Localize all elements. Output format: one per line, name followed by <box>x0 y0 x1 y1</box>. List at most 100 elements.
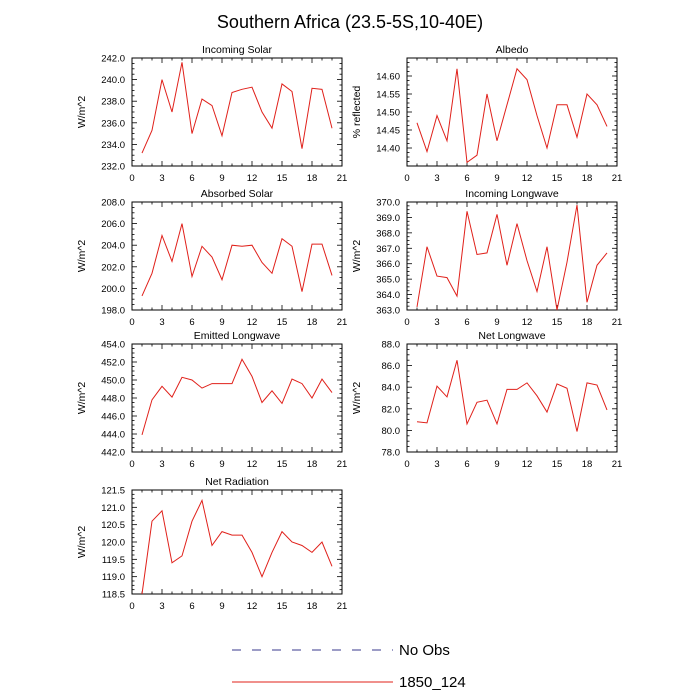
y-tick-label: 238.0 <box>101 97 125 108</box>
y-tick-label: 206.0 <box>101 219 125 230</box>
y-tick-label: 200.0 <box>101 284 125 295</box>
y-tick-label: 364.0 <box>376 290 400 301</box>
y-tick-label: 442.0 <box>101 448 125 459</box>
panel-6: Net Radiation W/m^2 0 3 6 9 12 15 18 21 118.5 119.0… <box>76 476 347 612</box>
y-tick-label: 208.0 <box>101 198 125 209</box>
x-tick-label: 21 <box>612 317 623 328</box>
panel-4: Emitted Longwave W/m^2 0 3 6 9 12 15 18 21 442.0 44… <box>76 330 347 470</box>
x-tick-label: 21 <box>612 173 623 184</box>
x-tick-label: 9 <box>494 317 499 328</box>
x-tick-label: 3 <box>434 173 439 184</box>
y-tick-label: 236.0 <box>101 118 125 129</box>
y-tick-label: 14.60 <box>376 72 400 83</box>
panel-title: Incoming Longwave <box>465 188 559 200</box>
y-tick-label: 452.0 <box>101 358 125 369</box>
panel-title: Emitted Longwave <box>194 330 281 342</box>
y-tick-label: 88.0 <box>382 340 401 351</box>
x-tick-label: 15 <box>552 459 563 470</box>
x-tick-label: 21 <box>337 459 348 470</box>
y-tick-label: 14.50 <box>376 108 400 119</box>
panel-title: Albedo <box>496 44 529 56</box>
y-tick-label: 118.5 <box>102 590 125 601</box>
x-tick-label: 0 <box>404 173 409 184</box>
x-tick-label: 18 <box>582 173 593 184</box>
x-tick-label: 9 <box>219 173 224 184</box>
series-line <box>416 67 608 164</box>
x-tick-label: 21 <box>337 317 348 328</box>
x-tick-label: 12 <box>247 601 258 612</box>
y-tick-label: 444.0 <box>101 430 125 441</box>
panels: Incoming Solar W/m^2 0 3 6 9 12 15 18 21 232.0 234.… <box>76 44 622 612</box>
x-tick-label: 15 <box>277 173 288 184</box>
y-axis-label: W/m^2 <box>351 240 363 273</box>
plot-frame <box>406 343 618 453</box>
x-tick-label: 9 <box>494 459 499 470</box>
x-tick-label: 0 <box>129 601 134 612</box>
y-tick-label: 121.0 <box>101 503 125 514</box>
panel-0: Incoming Solar W/m^2 0 3 6 9 12 15 18 21 232.0 234.… <box>76 44 347 184</box>
x-tick-label: 12 <box>522 459 533 470</box>
plot-frame <box>406 201 618 311</box>
y-axis-label: W/m^2 <box>351 382 363 415</box>
x-tick-label: 18 <box>307 601 318 612</box>
x-tick-label: 3 <box>434 317 439 328</box>
y-tick-label: 448.0 <box>101 394 125 405</box>
x-tick-label: 6 <box>189 601 194 612</box>
x-tick-label: 15 <box>277 601 288 612</box>
y-tick-label: 370.0 <box>376 198 400 209</box>
x-tick-label: 3 <box>159 601 164 612</box>
y-tick-label: 367.0 <box>376 244 400 255</box>
y-tick-label: 14.40 <box>376 144 400 155</box>
y-tick-label: 86.0 <box>382 361 401 372</box>
x-tick-label: 12 <box>247 173 258 184</box>
y-axis-label: W/m^2 <box>76 526 88 559</box>
x-tick-label: 6 <box>464 317 469 328</box>
y-tick-label: 368.0 <box>376 228 400 239</box>
y-tick-label: 84.0 <box>382 383 401 394</box>
y-axis-label: W/m^2 <box>76 240 88 273</box>
panel-title: Absorbed Solar <box>201 188 274 200</box>
x-tick-label: 15 <box>552 317 563 328</box>
y-tick-label: 119.5 <box>102 555 125 566</box>
x-tick-label: 15 <box>277 459 288 470</box>
panel-title: Incoming Solar <box>202 44 273 56</box>
y-tick-label: 450.0 <box>101 376 125 387</box>
x-tick-label: 9 <box>219 317 224 328</box>
x-tick-label: 12 <box>522 317 533 328</box>
x-tick-label: 12 <box>247 317 258 328</box>
y-axis-label: % reflected <box>351 86 363 139</box>
x-tick-label: 3 <box>159 317 164 328</box>
y-tick-label: 119.0 <box>102 572 125 583</box>
x-tick-label: 9 <box>219 459 224 470</box>
x-tick-label: 18 <box>307 317 318 328</box>
x-tick-label: 18 <box>307 459 318 470</box>
x-tick-label: 21 <box>337 601 348 612</box>
plot-frame <box>131 57 343 167</box>
x-tick-label: 21 <box>612 459 623 470</box>
x-tick-label: 15 <box>552 173 563 184</box>
x-tick-label: 0 <box>404 459 409 470</box>
legend-label: No Obs <box>399 642 450 659</box>
x-tick-label: 18 <box>582 459 593 470</box>
panel-title: Net Longwave <box>478 330 545 342</box>
x-tick-label: 9 <box>494 173 499 184</box>
y-tick-label: 365.0 <box>376 275 400 286</box>
y-tick-label: 121.5 <box>101 486 125 497</box>
y-axis-label: W/m^2 <box>76 96 88 129</box>
y-tick-label: 369.0 <box>376 213 400 224</box>
plot-frame <box>131 489 343 595</box>
y-tick-label: 204.0 <box>101 241 125 252</box>
x-tick-label: 21 <box>337 173 348 184</box>
x-tick-label: 0 <box>404 317 409 328</box>
x-tick-label: 0 <box>129 317 134 328</box>
series-line <box>141 498 333 595</box>
x-tick-label: 3 <box>434 459 439 470</box>
y-tick-label: 363.0 <box>376 306 400 317</box>
x-tick-label: 3 <box>159 459 164 470</box>
y-tick-label: 446.0 <box>101 412 125 423</box>
plot-frame <box>406 57 618 167</box>
x-tick-label: 0 <box>129 459 134 470</box>
y-tick-label: 234.0 <box>101 140 125 151</box>
x-tick-label: 6 <box>189 173 194 184</box>
